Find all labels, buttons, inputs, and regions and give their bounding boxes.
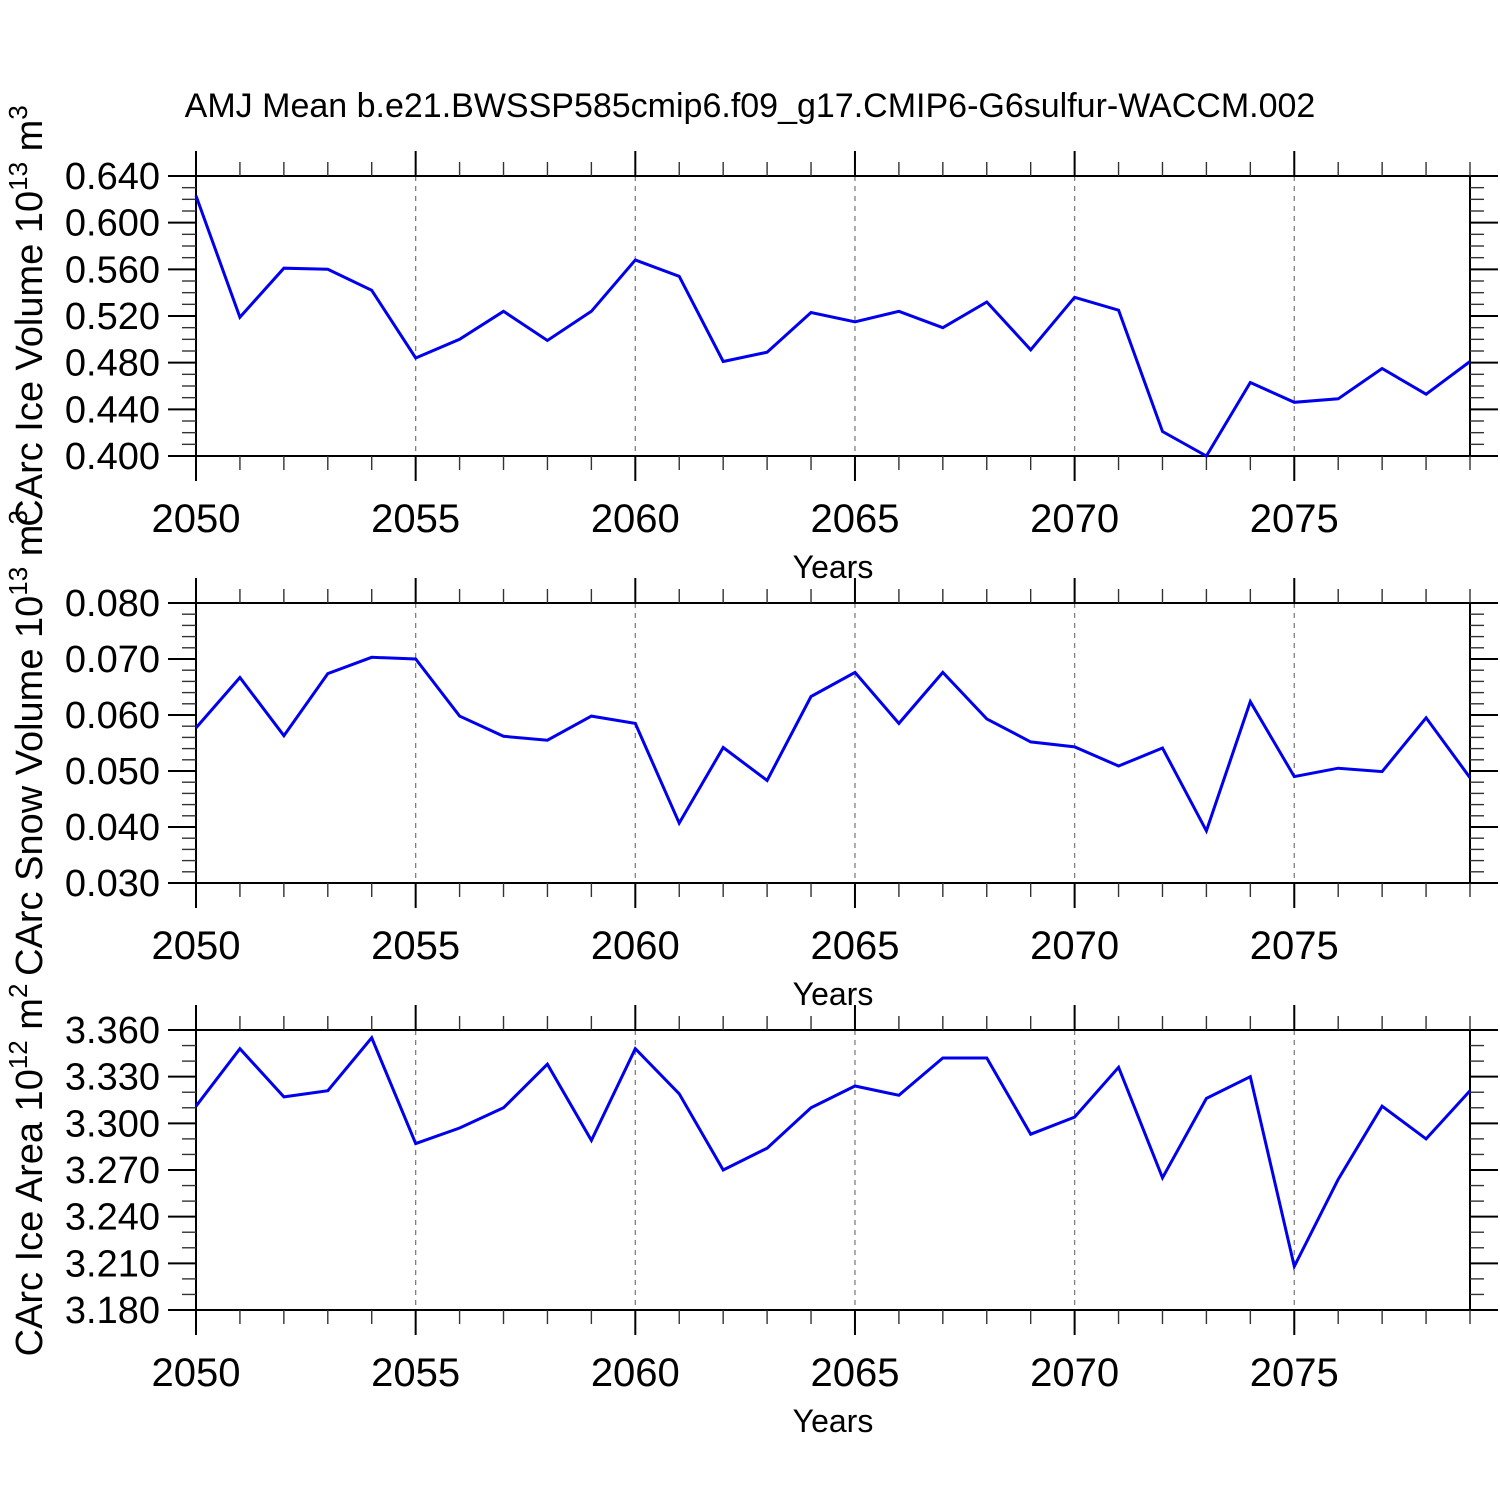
x-tick-label: 2050: [152, 497, 241, 541]
y-tick-label: 0.640: [65, 156, 160, 198]
y-tick-label: 3.360: [65, 1010, 160, 1052]
x-tick-label: 2075: [1250, 497, 1339, 541]
panel-snow-volume: 0.030 0.040 0.050 0.060 0.070 0.080 2050 2055 20…: [3, 510, 1498, 1012]
y-axis-title: CArc Ice Area 1012 m2: [3, 984, 51, 1357]
x-tick-label: 2060: [591, 924, 680, 968]
y-axis-title: CArc Ice Volume 1013 m3: [3, 105, 51, 526]
y-tick-label: 0.520: [65, 296, 160, 338]
x-tick-label: 2070: [1030, 1351, 1119, 1395]
x-tick-label: 2070: [1030, 924, 1119, 968]
y-tick-label: 0.050: [65, 751, 160, 793]
x-tick-label: 2055: [371, 497, 460, 541]
y-tick-label: 0.560: [65, 249, 160, 291]
x-axis-title: Years: [793, 549, 874, 585]
x-tick-label: 2060: [591, 497, 680, 541]
x-tick-label: 2065: [810, 497, 899, 541]
x-tick-label: 2065: [810, 1351, 899, 1395]
x-tick-label: 2060: [591, 1351, 680, 1395]
x-axis-title: Years: [793, 976, 874, 1012]
x-tick-label: 2070: [1030, 497, 1119, 541]
y-tick-label: 0.040: [65, 807, 160, 849]
y-tick-label: 0.600: [65, 203, 160, 245]
x-tick-label: 2075: [1250, 924, 1339, 968]
x-tick-label: 2055: [371, 924, 460, 968]
panel-frame: [195, 602, 1471, 884]
y-tick-label: 3.300: [65, 1103, 160, 1145]
y-tick-label: 0.060: [65, 695, 160, 737]
y-tick-label: 3.330: [65, 1057, 160, 1099]
data-line-snow-volume: [194, 655, 1472, 835]
y-tick-label: 3.270: [65, 1150, 160, 1192]
figure-title: AMJ Mean b.e21.BWSSP585cmip6.f09_g17.CMI…: [185, 87, 1316, 125]
y-tick-label: 3.240: [65, 1197, 160, 1239]
data-line-ice-volume: [194, 195, 1471, 459]
x-tick-label: 2050: [152, 924, 241, 968]
y-tick-label: 0.440: [65, 389, 160, 431]
y-tick-label: 3.210: [65, 1243, 160, 1285]
y-tick-label: 0.080: [65, 583, 160, 625]
y-axis-title: CArc Snow Volume 1013 m3: [3, 510, 51, 976]
x-axis-title: Years: [793, 1403, 874, 1439]
y-tick-label: 0.070: [65, 639, 160, 681]
x-tick-label: 2050: [152, 1351, 241, 1395]
data-line-ice-area: [194, 1034, 1472, 1271]
y-tick-label: 0.030: [65, 863, 160, 905]
x-tick-label: 2065: [810, 924, 899, 968]
y-tick-label: 3.180: [65, 1290, 160, 1332]
x-tick-label: 2055: [371, 1351, 460, 1395]
y-tick-label: 0.480: [65, 343, 160, 385]
x-tick-label: 2075: [1250, 1351, 1339, 1395]
y-tick-label: 0.400: [65, 436, 160, 478]
